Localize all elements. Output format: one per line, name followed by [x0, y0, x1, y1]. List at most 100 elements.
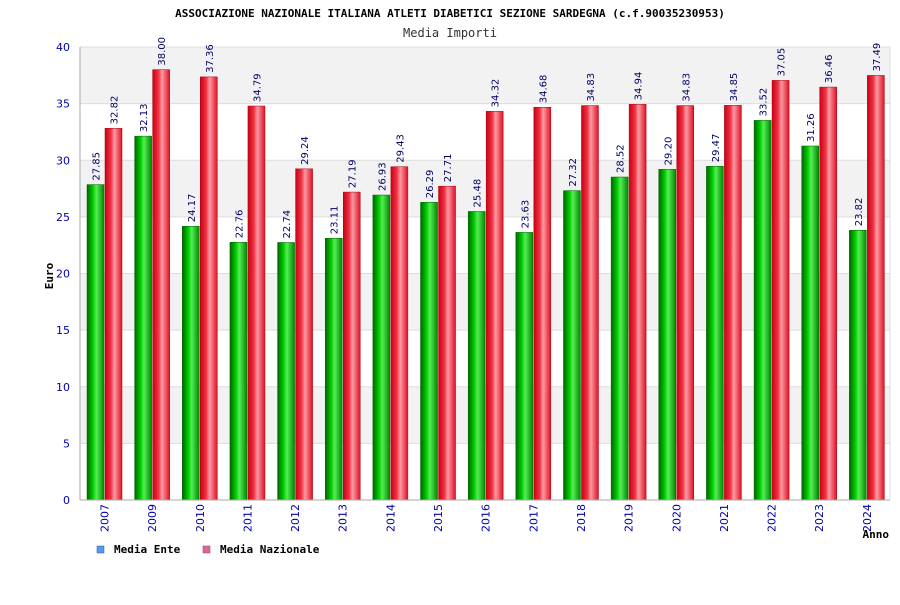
bar-media-nazionale-2009	[152, 69, 170, 501]
y-tick-label: 40	[56, 41, 70, 54]
y-tick-label: 35	[56, 98, 70, 111]
data-label-media-nazionale-2016: 34.32	[491, 79, 502, 108]
bar-media-ente-2012	[277, 242, 295, 501]
y-tick-label: 15	[56, 324, 70, 337]
bar-media-nazionale-2018	[581, 105, 599, 501]
x-tick-label-2011: 2011	[241, 504, 254, 532]
data-labels-group: 27.85 32.82 32.13 38.00 24.17 37.36 22.76 34.79…	[92, 37, 883, 238]
data-label-media-nazionale-2012: 29.24	[300, 136, 311, 165]
bar-media-nazionale-2007	[104, 128, 123, 501]
bars-group	[86, 69, 885, 501]
bar-media-nazionale-2013	[342, 191, 361, 501]
bar-media-ente-2019	[610, 176, 629, 501]
data-label-media-ente-2013: 23.11	[330, 206, 341, 235]
data-label-media-nazionale-2007: 32.82	[110, 96, 121, 125]
data-label-media-nazionale-2022: 37.05	[777, 48, 788, 77]
data-label-media-ente-2009: 32.13	[139, 103, 150, 132]
data-label-media-ente-2017: 23.63	[520, 200, 531, 229]
bar-media-nazionale-2022	[771, 80, 790, 501]
x-tick-label-2015: 2015	[432, 504, 445, 532]
x-tick-label-2024: 2024	[861, 504, 874, 532]
y-tick-label: 30	[56, 154, 70, 167]
x-tick-label-2007: 2007	[99, 504, 112, 532]
bar-media-ente-2021	[706, 166, 724, 501]
data-label-media-nazionale-2017: 34.68	[538, 75, 549, 104]
bar-media-nazionale-2017	[533, 106, 552, 501]
bar-media-ente-2007	[86, 184, 105, 501]
x-tick-label-2012: 2012	[289, 504, 302, 532]
x-tick-label-2016: 2016	[480, 504, 493, 532]
data-label-media-ente-2020: 29.20	[663, 137, 674, 166]
bar-media-nazionale-2021	[724, 105, 742, 501]
x-tick-label-2019: 2019	[623, 504, 636, 532]
bar-media-ente-2015	[420, 202, 438, 501]
data-label-media-ente-2019: 28.52	[616, 144, 627, 173]
x-tick-label-2010: 2010	[194, 504, 207, 532]
data-label-media-nazionale-2021: 34.85	[729, 73, 740, 102]
chart-title: ASSOCIAZIONE NAZIONALE ITALIANA ATLETI D…	[175, 7, 725, 20]
x-axis-title: Anno	[863, 528, 890, 541]
y-tick-label: 25	[56, 211, 70, 224]
x-tick-label-2020: 2020	[670, 504, 683, 532]
data-label-media-nazionale-2011: 34.79	[252, 73, 263, 102]
bar-media-nazionale-2014	[390, 166, 409, 501]
bar-media-ente-2023	[801, 145, 819, 501]
data-label-media-ente-2011: 22.76	[234, 210, 245, 239]
data-label-media-nazionale-2010: 37.36	[205, 44, 216, 73]
legend: Media Ente Media Nazionale	[96, 543, 320, 556]
data-label-media-ente-2014: 26.93	[377, 162, 388, 191]
y-tick-label: 5	[63, 437, 70, 450]
bar-media-nazionale-2015	[438, 185, 456, 501]
y-tick-label: 20	[56, 268, 70, 281]
bar-media-ente-2016	[467, 211, 486, 501]
legend-swatch-media-ente	[96, 545, 105, 554]
x-tick-label-2022: 2022	[766, 504, 779, 532]
data-label-media-nazionale-2019: 34.94	[634, 72, 645, 101]
bar-media-nazionale-2020	[676, 105, 695, 501]
x-tick-label-2021: 2021	[718, 504, 731, 532]
x-tick-label-2014: 2014	[384, 504, 397, 532]
data-label-media-nazionale-2014: 29.43	[395, 134, 406, 163]
bar-media-nazionale-2023	[819, 86, 837, 501]
bar-media-ente-2014	[372, 194, 391, 501]
bar-media-ente-2024	[849, 229, 867, 501]
y-tick-label: 0	[63, 494, 70, 507]
bar-media-ente-2020	[658, 169, 677, 501]
data-label-media-ente-2012: 22.74	[282, 210, 293, 239]
data-label-media-nazionale-2009: 38.00	[157, 37, 168, 66]
y-axis-title: Euro	[43, 262, 56, 289]
x-tick-label-2017: 2017	[527, 504, 540, 532]
bar-media-ente-2022	[753, 120, 772, 501]
bar-media-ente-2009	[134, 135, 152, 501]
x-tick-label-2018: 2018	[575, 504, 588, 532]
y-tick-label: 10	[56, 381, 70, 394]
data-label-media-ente-2018: 27.32	[568, 158, 579, 187]
bar-media-ente-2018	[563, 190, 581, 501]
data-label-media-nazionale-2013: 27.19	[348, 159, 359, 188]
data-label-media-ente-2024: 23.82	[854, 198, 865, 227]
data-label-media-nazionale-2023: 36.46	[824, 54, 835, 83]
bar-media-ente-2017	[515, 232, 534, 501]
data-label-media-ente-2016: 25.48	[473, 179, 484, 208]
bar-media-nazionale-2011	[247, 105, 266, 501]
bar-media-nazionale-2024	[867, 75, 885, 501]
data-label-media-nazionale-2015: 27.71	[443, 154, 454, 183]
chart-subtitle: Media Importi	[403, 26, 497, 40]
bar-media-ente-2010	[182, 226, 200, 501]
legend-swatch-media-nazionale	[202, 545, 211, 554]
legend-label-media-ente: Media Ente	[114, 543, 181, 556]
axes-group: 0 5 10 15 20 25 30 35 40 2007 2009 2010 2011 2012 2013…	[56, 41, 891, 532]
bar-media-nazionale-2016	[485, 111, 504, 501]
x-tick-label-2023: 2023	[813, 504, 826, 532]
data-label-media-ente-2022: 33.52	[759, 88, 770, 117]
x-tick-label-2013: 2013	[337, 504, 350, 532]
x-tick-label-2009: 2009	[146, 504, 159, 532]
bar-media-nazionale-2019	[628, 104, 647, 501]
data-label-media-ente-2007: 27.85	[92, 152, 103, 181]
data-label-media-ente-2010: 24.17	[187, 194, 198, 223]
data-label-media-nazionale-2020: 34.83	[681, 73, 692, 102]
bar-media-ente-2011	[229, 241, 248, 501]
data-label-media-nazionale-2018: 34.83	[586, 73, 597, 102]
